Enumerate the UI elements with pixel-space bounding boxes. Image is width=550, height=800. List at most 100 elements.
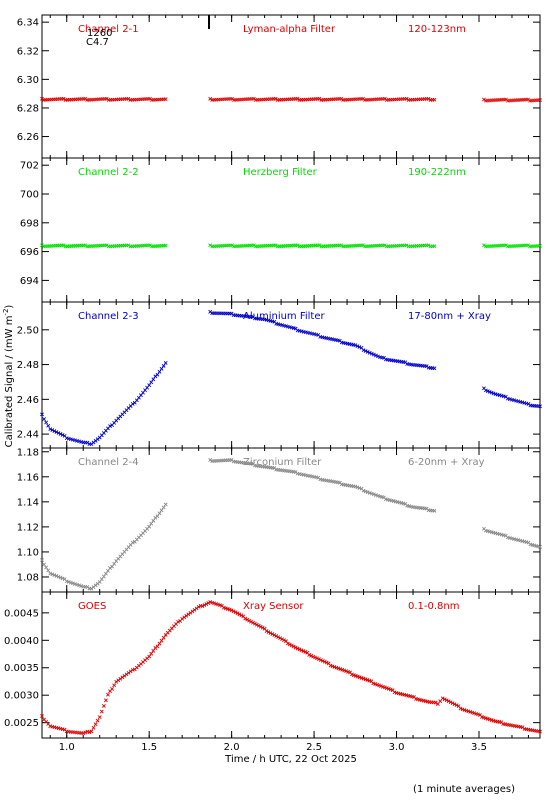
- data-point: [371, 492, 376, 497]
- y-tick-label: 1.16: [17, 472, 39, 483]
- data-point: [482, 97, 486, 102]
- data-point: [273, 243, 278, 248]
- y-tick-label: 700: [20, 190, 39, 201]
- data-point: [159, 638, 164, 643]
- panel-frame: [41, 301, 541, 449]
- data-point: [104, 96, 109, 101]
- data-point: [266, 630, 271, 634]
- y-tick-label: 1.14: [17, 497, 39, 508]
- data-point: [50, 428, 55, 433]
- data-point: [361, 243, 365, 248]
- data-point: [126, 96, 131, 101]
- panel-frame: [41, 591, 541, 739]
- data-point: [365, 490, 370, 495]
- data-point: [60, 433, 65, 437]
- data-point: [52, 429, 57, 433]
- data-point: [317, 243, 322, 248]
- y-tick-label: 0.0040: [4, 636, 39, 647]
- data-point: [106, 692, 110, 697]
- data-point: [361, 96, 365, 101]
- data-point: [230, 243, 234, 248]
- data-point: [260, 625, 265, 630]
- data-point: [339, 243, 344, 248]
- data-point: [353, 484, 358, 489]
- data-point: [97, 715, 102, 720]
- data-point: [301, 649, 306, 653]
- data-point: [208, 96, 213, 101]
- y-tick-label: 6.30: [17, 75, 39, 86]
- flare-class-label: C4.7: [86, 37, 109, 48]
- data-point: [404, 243, 409, 248]
- data-point: [324, 660, 329, 665]
- data-point: [155, 644, 160, 649]
- y-tick-label: 0.0035: [4, 663, 39, 674]
- y-tick-label: 1.12: [17, 522, 39, 533]
- data-point: [268, 631, 273, 635]
- data-point: [538, 729, 542, 734]
- data-point: [404, 96, 409, 101]
- data-point: [147, 383, 152, 388]
- data-point: [440, 696, 445, 701]
- data-point: [367, 350, 372, 355]
- data-point: [58, 575, 63, 580]
- series-3: [40, 309, 542, 447]
- data-point: [538, 243, 542, 248]
- data-point: [103, 698, 108, 703]
- data-point: [426, 96, 431, 101]
- data-point: [229, 608, 234, 613]
- data-point: [149, 651, 154, 656]
- panel-frame: [41, 14, 541, 159]
- data-point: [295, 243, 300, 248]
- data-point: [83, 96, 88, 101]
- y-tick-label: 2.50: [17, 325, 39, 336]
- y-tick-label: 0.0030: [4, 691, 39, 702]
- panel-4: 1.08 1.10 1.12 1.14 1.16 1.18 Channel 2-4 Zirco…: [17, 447, 542, 593]
- y-tick-label: 6.32: [17, 46, 39, 57]
- y-tick-label: 1.10: [17, 547, 39, 558]
- data-point: [426, 243, 431, 248]
- data-point: [101, 704, 106, 708]
- data-point: [251, 620, 255, 625]
- band-label: 190-222nm: [408, 167, 466, 178]
- data-point: [446, 699, 451, 704]
- data-point: [504, 243, 508, 248]
- y-tick-label: 0.0045: [4, 608, 39, 619]
- data-point: [40, 714, 44, 718]
- data-point: [454, 703, 459, 708]
- data-point: [48, 427, 53, 432]
- data-point: [157, 641, 162, 646]
- data-point: [363, 349, 368, 353]
- x-tick-label: 2.5: [306, 742, 322, 753]
- data-point: [239, 613, 244, 618]
- channel-label: GOES: [78, 601, 106, 612]
- data-point: [382, 96, 387, 101]
- filter-label: Aluminium Filter: [243, 311, 326, 322]
- data-point: [99, 577, 104, 582]
- data-point: [148, 96, 152, 101]
- data-point: [252, 621, 257, 626]
- data-point: [353, 343, 358, 348]
- data-point: [163, 243, 168, 248]
- data-point: [355, 485, 360, 490]
- data-point: [163, 97, 168, 102]
- data-point: [110, 687, 115, 691]
- data-point: [432, 97, 437, 102]
- channel-label: Channel 2-3: [78, 311, 139, 322]
- data-point: [278, 636, 283, 641]
- x-tick-label: 3.0: [389, 742, 405, 753]
- panel-2: 694 696 698 700 702 Channel 2-2 Herzberg Filte…: [20, 157, 542, 303]
- data-point: [130, 402, 135, 406]
- data-point: [48, 571, 53, 576]
- data-point: [157, 369, 162, 374]
- data-point: [163, 502, 168, 507]
- data-point: [58, 432, 63, 436]
- y-tick-label: 6.34: [17, 18, 39, 29]
- data-point: [148, 243, 152, 248]
- data-point: [538, 404, 542, 409]
- data-point: [196, 604, 201, 609]
- data-point: [311, 654, 316, 659]
- series-2: [40, 243, 542, 249]
- data-point: [258, 624, 263, 629]
- filter-label: Lyman-alpha Filter: [243, 24, 336, 35]
